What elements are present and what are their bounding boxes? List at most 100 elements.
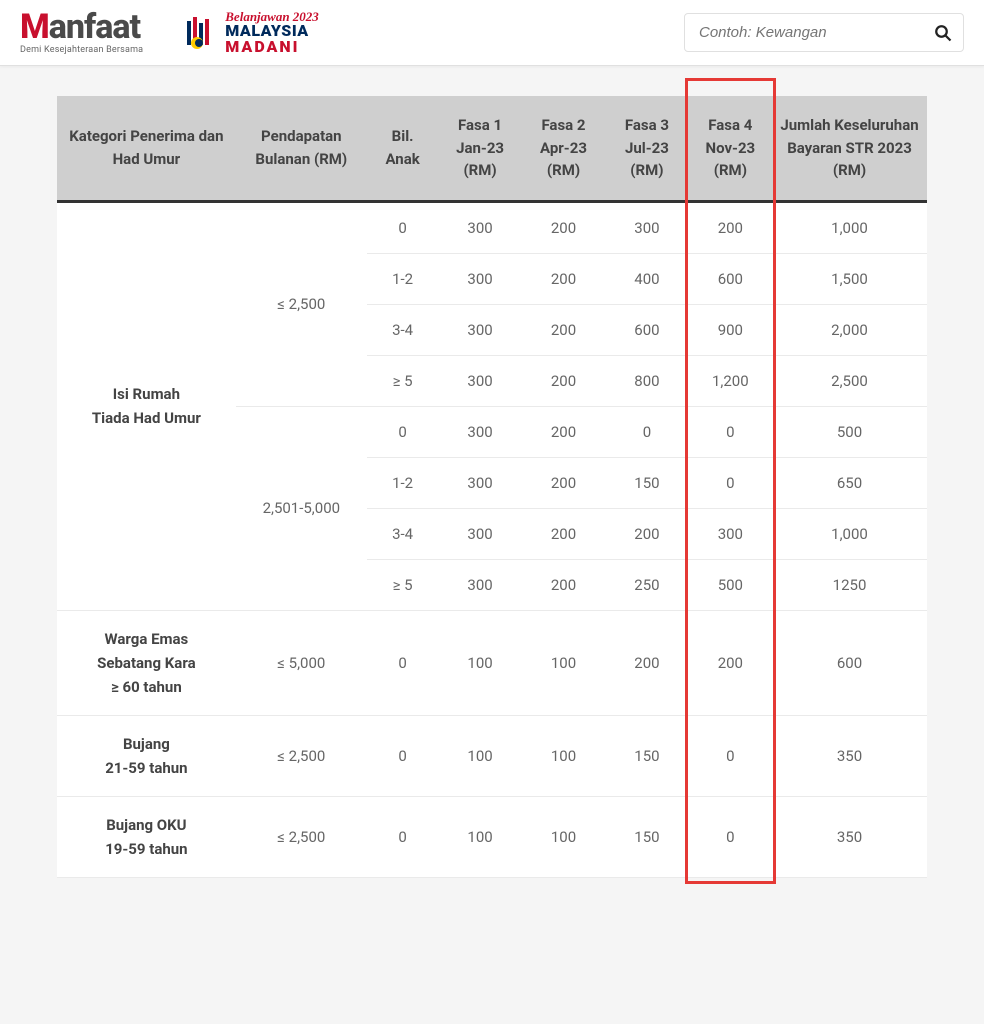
logo-manfaat: Manfaat Demi Kesejahteraan Bersama	[20, 10, 143, 55]
table-row: Warga Emas Sebatang Kara ≥ 60 tahun≤ 5,0…	[57, 610, 927, 715]
cell-category: Warga Emas Sebatang Kara ≥ 60 tahun	[57, 610, 236, 715]
cell-total: 1,500	[772, 253, 927, 304]
th-fasa3: Fasa 3 Jul-23 (RM)	[605, 96, 688, 201]
cell-income: 2,501-5,000	[236, 406, 367, 610]
cell-income: ≤ 2,500	[236, 715, 367, 796]
cell-anak: 0	[367, 715, 439, 796]
cell-f3: 800	[605, 355, 688, 406]
th-anak: Bil. Anak	[367, 96, 439, 201]
table-body: Isi Rumah Tiada Had Umur≤ 2,500030020030…	[57, 201, 927, 877]
cell-f4: 0	[689, 796, 772, 877]
th-category: Kategori Penerima dan Had Umur	[57, 96, 236, 201]
cell-f3: 150	[605, 457, 688, 508]
table-row: Bujang OKU 19-59 tahun≤ 2,50001001001500…	[57, 796, 927, 877]
th-fasa2: Fasa 2 Apr-23 (RM)	[522, 96, 605, 201]
cell-f3: 250	[605, 559, 688, 610]
cell-f4: 1,200	[689, 355, 772, 406]
content-area: Kategori Penerima dan Had Umur Pendapata…	[0, 66, 984, 918]
cell-f3: 200	[605, 610, 688, 715]
cell-f1: 300	[438, 406, 521, 457]
th-income: Pendapatan Bulanan (RM)	[236, 96, 367, 201]
cell-f4: 0	[689, 406, 772, 457]
logo-madani: Belanjawan 2023 MALAYSIA MADANI	[183, 10, 319, 55]
th-fasa4: Fasa 4 Nov-23 (RM)	[689, 96, 772, 201]
madani-text: Belanjawan 2023 MALAYSIA MADANI	[225, 10, 319, 55]
cell-total: 600	[772, 610, 927, 715]
cell-anak: 0	[367, 610, 439, 715]
cell-f4: 0	[689, 715, 772, 796]
cell-f2: 200	[522, 201, 605, 253]
cell-f2: 200	[522, 406, 605, 457]
cell-f2: 200	[522, 304, 605, 355]
th-fasa1: Fasa 1 Jan-23 (RM)	[438, 96, 521, 201]
cell-f2: 100	[522, 715, 605, 796]
cell-f1: 100	[438, 715, 521, 796]
logo-manfaat-rest: anfaat	[49, 7, 140, 47]
cell-anak: 3-4	[367, 508, 439, 559]
cell-f3: 600	[605, 304, 688, 355]
cell-income: ≤ 5,000	[236, 610, 367, 715]
cell-total: 1,000	[772, 508, 927, 559]
cell-anak: 1-2	[367, 457, 439, 508]
cell-f4: 300	[689, 508, 772, 559]
cell-f2: 200	[522, 253, 605, 304]
cell-total: 2,500	[772, 355, 927, 406]
cell-anak: 0	[367, 796, 439, 877]
cell-anak: ≥ 5	[367, 559, 439, 610]
table-row: Isi Rumah Tiada Had Umur≤ 2,500030020030…	[57, 201, 927, 253]
search-icon[interactable]	[934, 24, 952, 42]
cell-anak: 0	[367, 406, 439, 457]
cell-f1: 300	[438, 253, 521, 304]
cell-anak: 1-2	[367, 253, 439, 304]
cell-f1: 100	[438, 796, 521, 877]
cell-category: Bujang OKU 19-59 tahun	[57, 796, 236, 877]
search-wrap	[684, 13, 964, 52]
cell-total: 500	[772, 406, 927, 457]
cell-f2: 200	[522, 457, 605, 508]
logo-manfaat-m: M	[20, 7, 49, 47]
site-header: Manfaat Demi Kesejahteraan Bersama Belan…	[0, 0, 984, 66]
cell-total: 1250	[772, 559, 927, 610]
table-head: Kategori Penerima dan Had Umur Pendapata…	[57, 96, 927, 201]
cell-income: ≤ 2,500	[236, 796, 367, 877]
cell-f2: 200	[522, 355, 605, 406]
cell-f3: 300	[605, 201, 688, 253]
cell-f1: 300	[438, 355, 521, 406]
cell-f3: 150	[605, 796, 688, 877]
payment-table: Kategori Penerima dan Had Umur Pendapata…	[57, 96, 927, 878]
cell-total: 2,000	[772, 304, 927, 355]
cell-f2: 100	[522, 610, 605, 715]
table-row: Bujang 21-59 tahun≤ 2,50001001001500350	[57, 715, 927, 796]
cell-anak: ≥ 5	[367, 355, 439, 406]
cell-f4: 900	[689, 304, 772, 355]
table-wrap: Kategori Penerima dan Had Umur Pendapata…	[57, 96, 927, 878]
cell-f1: 100	[438, 610, 521, 715]
cell-f4: 200	[689, 610, 772, 715]
cell-f4: 0	[689, 457, 772, 508]
cell-total: 1,000	[772, 201, 927, 253]
cell-f1: 300	[438, 508, 521, 559]
cell-f1: 300	[438, 559, 521, 610]
search-input[interactable]	[684, 13, 964, 52]
cell-f2: 100	[522, 796, 605, 877]
madani-bot: MADANI	[225, 39, 319, 55]
cell-income: ≤ 2,500	[236, 201, 367, 406]
cell-f2: 200	[522, 559, 605, 610]
cell-f2: 200	[522, 508, 605, 559]
logo-manfaat-sub: Demi Kesejahteraan Bersama	[20, 46, 143, 55]
cell-f3: 200	[605, 508, 688, 559]
cell-f3: 150	[605, 715, 688, 796]
cell-f4: 600	[689, 253, 772, 304]
cell-total: 650	[772, 457, 927, 508]
th-total: Jumlah Keseluruhan Bayaran STR 2023 (RM)	[772, 96, 927, 201]
cell-total: 350	[772, 796, 927, 877]
madani-emblem-icon	[183, 15, 219, 51]
cell-total: 350	[772, 715, 927, 796]
cell-f1: 300	[438, 304, 521, 355]
cell-f1: 300	[438, 457, 521, 508]
table-header-row: Kategori Penerima dan Had Umur Pendapata…	[57, 96, 927, 201]
cell-category: Isi Rumah Tiada Had Umur	[57, 201, 236, 610]
cell-anak: 3-4	[367, 304, 439, 355]
logo-manfaat-main: Manfaat	[20, 10, 143, 44]
cell-category: Bujang 21-59 tahun	[57, 715, 236, 796]
